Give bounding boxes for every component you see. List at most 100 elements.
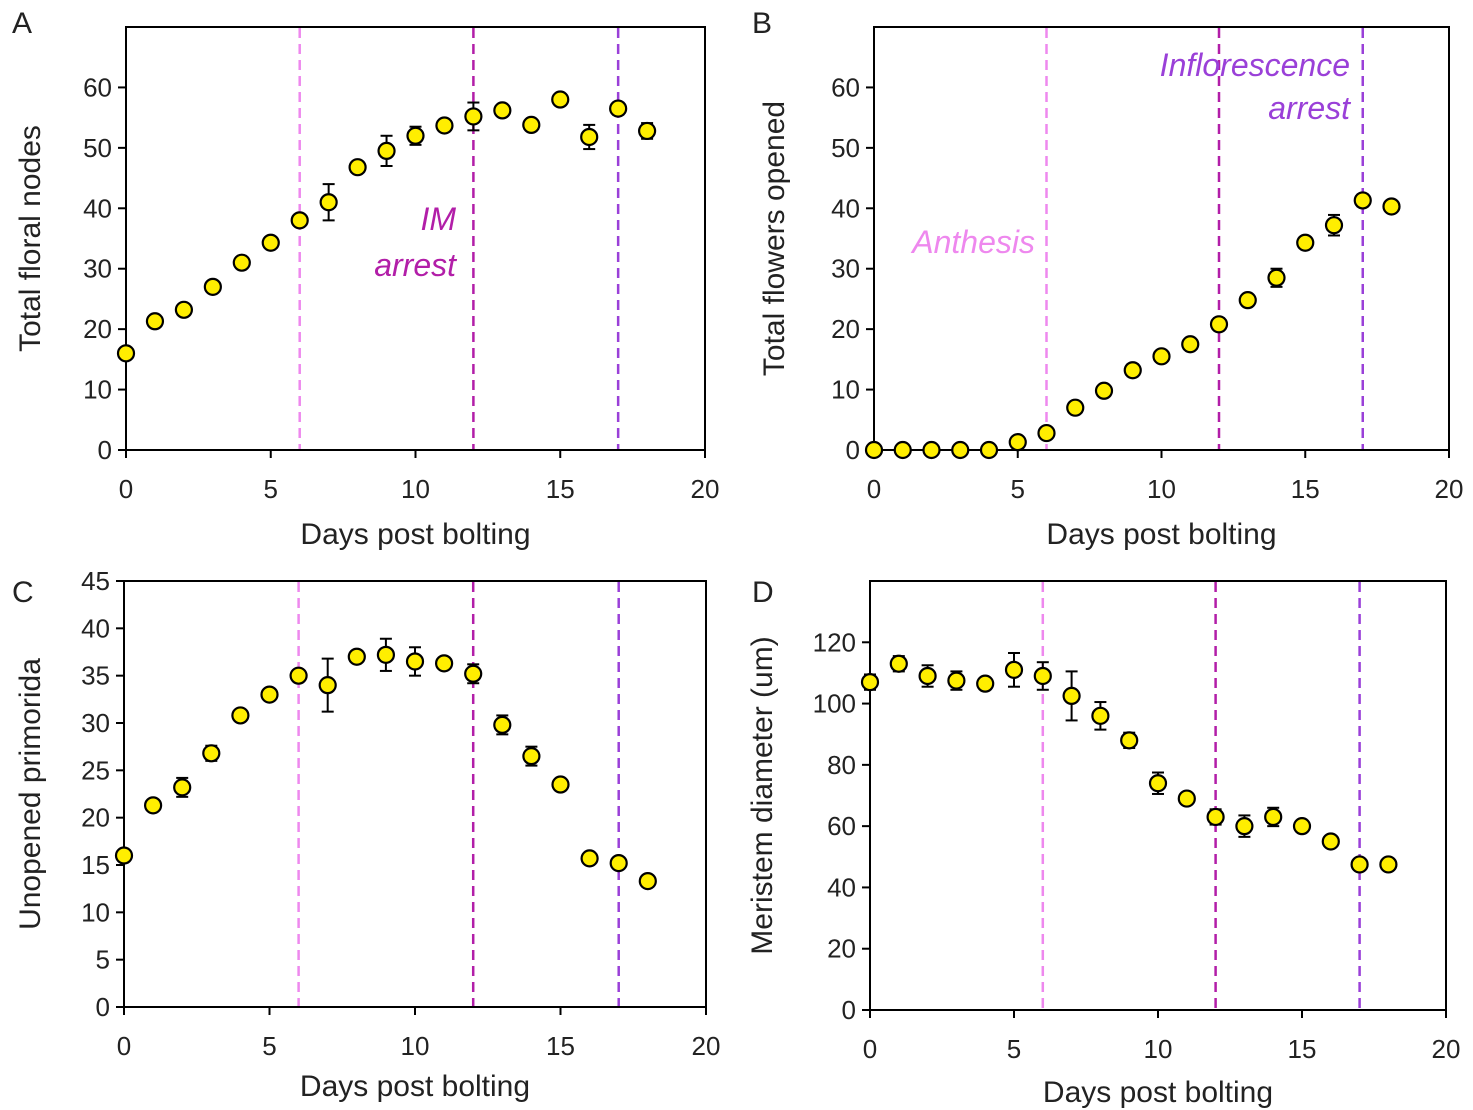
data-marker — [1324, 216, 1344, 235]
y-tick-label: 0 — [842, 995, 856, 1025]
y-tick-label: 40 — [831, 193, 860, 223]
data-marker — [1353, 191, 1372, 210]
data-marker — [1209, 315, 1229, 334]
data-marker — [232, 253, 251, 272]
data-marker — [493, 715, 512, 734]
data-point — [493, 714, 512, 736]
data-point — [174, 300, 193, 319]
y-axis-title: Total floral nodes — [14, 125, 47, 352]
data-marker — [348, 158, 367, 177]
data-marker — [1120, 731, 1139, 750]
x-tick-label: 5 — [262, 1031, 276, 1061]
data-marker — [1321, 832, 1340, 851]
data-marker — [1267, 268, 1286, 287]
data-point — [1181, 335, 1200, 354]
data-point — [1292, 817, 1312, 836]
data-marker — [289, 666, 308, 685]
data-marker — [1382, 197, 1401, 216]
data-marker — [522, 115, 541, 134]
data-marker — [580, 849, 599, 868]
data-marker — [1235, 817, 1254, 836]
data-point — [145, 312, 165, 331]
y-tick-label: 35 — [81, 661, 110, 691]
y-tick-label: 5 — [96, 945, 110, 975]
data-point — [551, 775, 570, 794]
data-marker — [1206, 807, 1225, 827]
data-marker — [290, 211, 309, 230]
data-point — [951, 440, 970, 460]
data-point — [976, 674, 995, 693]
data-marker — [1004, 660, 1024, 679]
y-tick-label: 25 — [81, 755, 110, 785]
chart-panel-a: A 0 5 10 15 20 0 10 20 30 40 50 60 Days post bolting T… — [12, 7, 719, 551]
data-marker — [1292, 817, 1312, 836]
data-point — [1120, 731, 1139, 750]
data-marker — [976, 674, 995, 693]
data-point — [493, 101, 512, 120]
data-marker — [145, 312, 165, 331]
data-point — [580, 849, 599, 868]
data-marker — [922, 440, 941, 460]
data-marker — [979, 440, 999, 460]
x-tick-label: 10 — [401, 474, 430, 504]
x-tick-label: 0 — [119, 474, 133, 504]
data-marker — [464, 107, 483, 126]
y-tick-label: 40 — [827, 872, 856, 902]
data-point — [1296, 233, 1315, 252]
data-point — [522, 115, 541, 134]
data-point — [1350, 855, 1369, 874]
y-tick-label: 40 — [81, 613, 110, 643]
data-point — [1148, 771, 1168, 795]
data-marker — [318, 676, 337, 695]
chart-panel-c: C 0 5 10 15 20 0 5 10 15 20 25 30 35 40 45 Days post bol… — [12, 566, 720, 1103]
data-point — [1267, 267, 1286, 288]
data-marker — [1033, 666, 1052, 686]
data-marker — [116, 344, 136, 363]
data-marker — [864, 440, 884, 460]
data-marker — [173, 778, 192, 797]
data-marker — [893, 440, 912, 460]
y-tick-label: 30 — [81, 708, 110, 738]
chart-panel-b: B 0 5 10 15 20 0 10 20 30 40 50 60 Days post bolting T… — [752, 7, 1463, 551]
data-point — [1177, 789, 1196, 808]
x-axis-title: Days post bolting — [1043, 1076, 1273, 1109]
y-tick-label: 50 — [831, 133, 860, 163]
data-marker — [580, 127, 599, 147]
data-point — [290, 211, 309, 230]
data-marker — [609, 854, 628, 873]
y-tick-label: 20 — [83, 314, 112, 344]
data-point — [918, 664, 937, 688]
data-point — [435, 654, 454, 673]
panel-letter: A — [12, 7, 32, 40]
y-tick-label: 15 — [81, 850, 110, 880]
panel-letter: B — [752, 7, 772, 40]
data-point — [1382, 197, 1401, 216]
data-point — [1008, 433, 1027, 452]
data-point — [203, 277, 222, 296]
data-point — [435, 116, 454, 135]
data-marker — [1123, 361, 1142, 380]
y-tick-label: 0 — [96, 992, 110, 1022]
data-point — [231, 706, 250, 725]
y-axis-title: Total flowers opened — [758, 101, 791, 376]
data-point — [406, 125, 425, 146]
data-marker — [1238, 291, 1257, 310]
y-axis-title: Meristem diameter (um) — [746, 636, 779, 954]
data-marker — [377, 141, 396, 160]
data-marker — [522, 747, 541, 766]
data-point — [1264, 806, 1283, 828]
data-marker — [1066, 398, 1085, 417]
data-marker — [951, 440, 970, 460]
data-marker — [319, 193, 338, 212]
data-point — [947, 670, 966, 691]
x-tick-label: 0 — [117, 1031, 131, 1061]
data-point — [637, 121, 657, 141]
x-axis-title: Days post bolting — [300, 518, 530, 551]
x-tick-label: 5 — [1011, 474, 1025, 504]
data-marker — [231, 706, 250, 725]
data-marker — [435, 654, 454, 673]
data-point — [609, 854, 628, 873]
data-point — [261, 233, 280, 252]
x-tick-label: 5 — [1007, 1034, 1021, 1064]
data-point — [348, 158, 367, 177]
